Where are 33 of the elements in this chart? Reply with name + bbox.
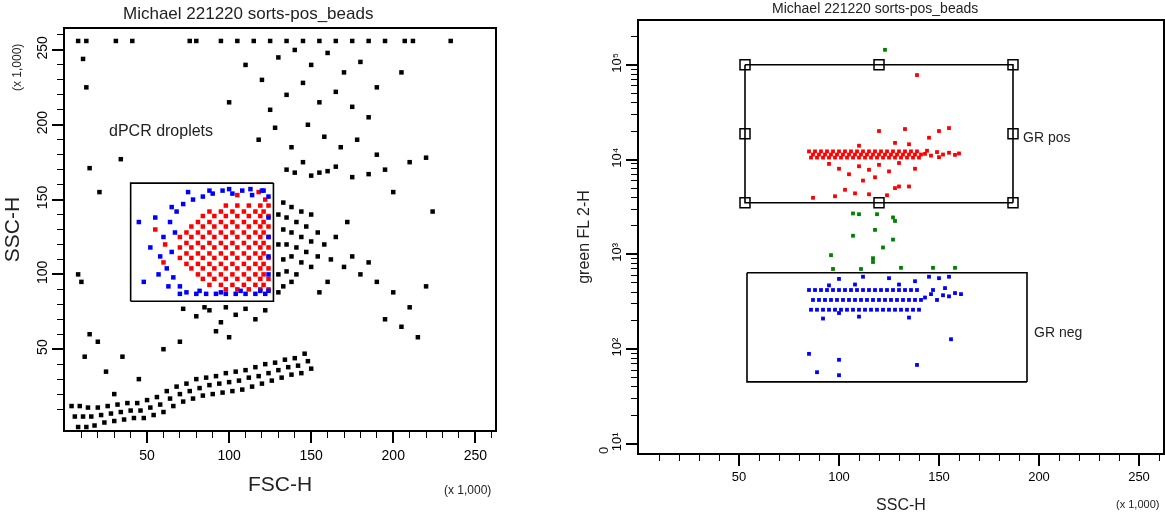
y-tick-label: 150	[33, 185, 50, 210]
chart-title: Michael 221220 sorts-pos_beads	[123, 4, 374, 23]
x-tick-label: 250	[1128, 469, 1150, 485]
y-tick-label: 50	[33, 339, 50, 355]
y-tick-label: 10⁵	[609, 52, 625, 73]
y-axis-title: SSC-H	[0, 196, 23, 263]
y-tick-label: 100	[33, 260, 50, 284]
x-tick-label: 200	[1028, 469, 1050, 485]
y-tick-label: 10²	[609, 337, 625, 357]
annotation: GR neg	[1034, 324, 1083, 340]
x-tick-label: 150	[299, 446, 324, 463]
y-tick-label: 10¹	[609, 431, 625, 452]
x-axis-title: FSC-H	[247, 472, 313, 496]
x-tick-label: 250	[463, 446, 488, 463]
x-tick-label: 100	[217, 446, 242, 463]
y-tick-label: 10³	[609, 242, 625, 262]
x-tick-label: 50	[139, 446, 156, 463]
y-tick-label: 200	[33, 110, 50, 135]
text: (x 1,000)	[10, 43, 24, 91]
x-tick-label: 150	[928, 469, 950, 485]
annotation: dPCR droplets	[109, 122, 214, 139]
x-tick-label: 50	[731, 469, 747, 485]
annotation: GR pos	[1023, 129, 1071, 145]
x-axis-title: SSC-H	[876, 495, 926, 513]
text: (x 1,000)	[1116, 498, 1160, 510]
y-axis-title: green FL 2-H	[575, 190, 593, 284]
chart-title: Michael 221220 sorts-pos_beads	[772, 0, 979, 16]
text: 0	[596, 446, 611, 454]
y-tick-label: 10⁴	[609, 147, 625, 168]
x-tick-label: 200	[381, 446, 406, 463]
x-tick-label: 100	[828, 469, 850, 485]
text: (x 1,000)	[444, 483, 492, 497]
y-tick-label: 250	[33, 35, 50, 60]
